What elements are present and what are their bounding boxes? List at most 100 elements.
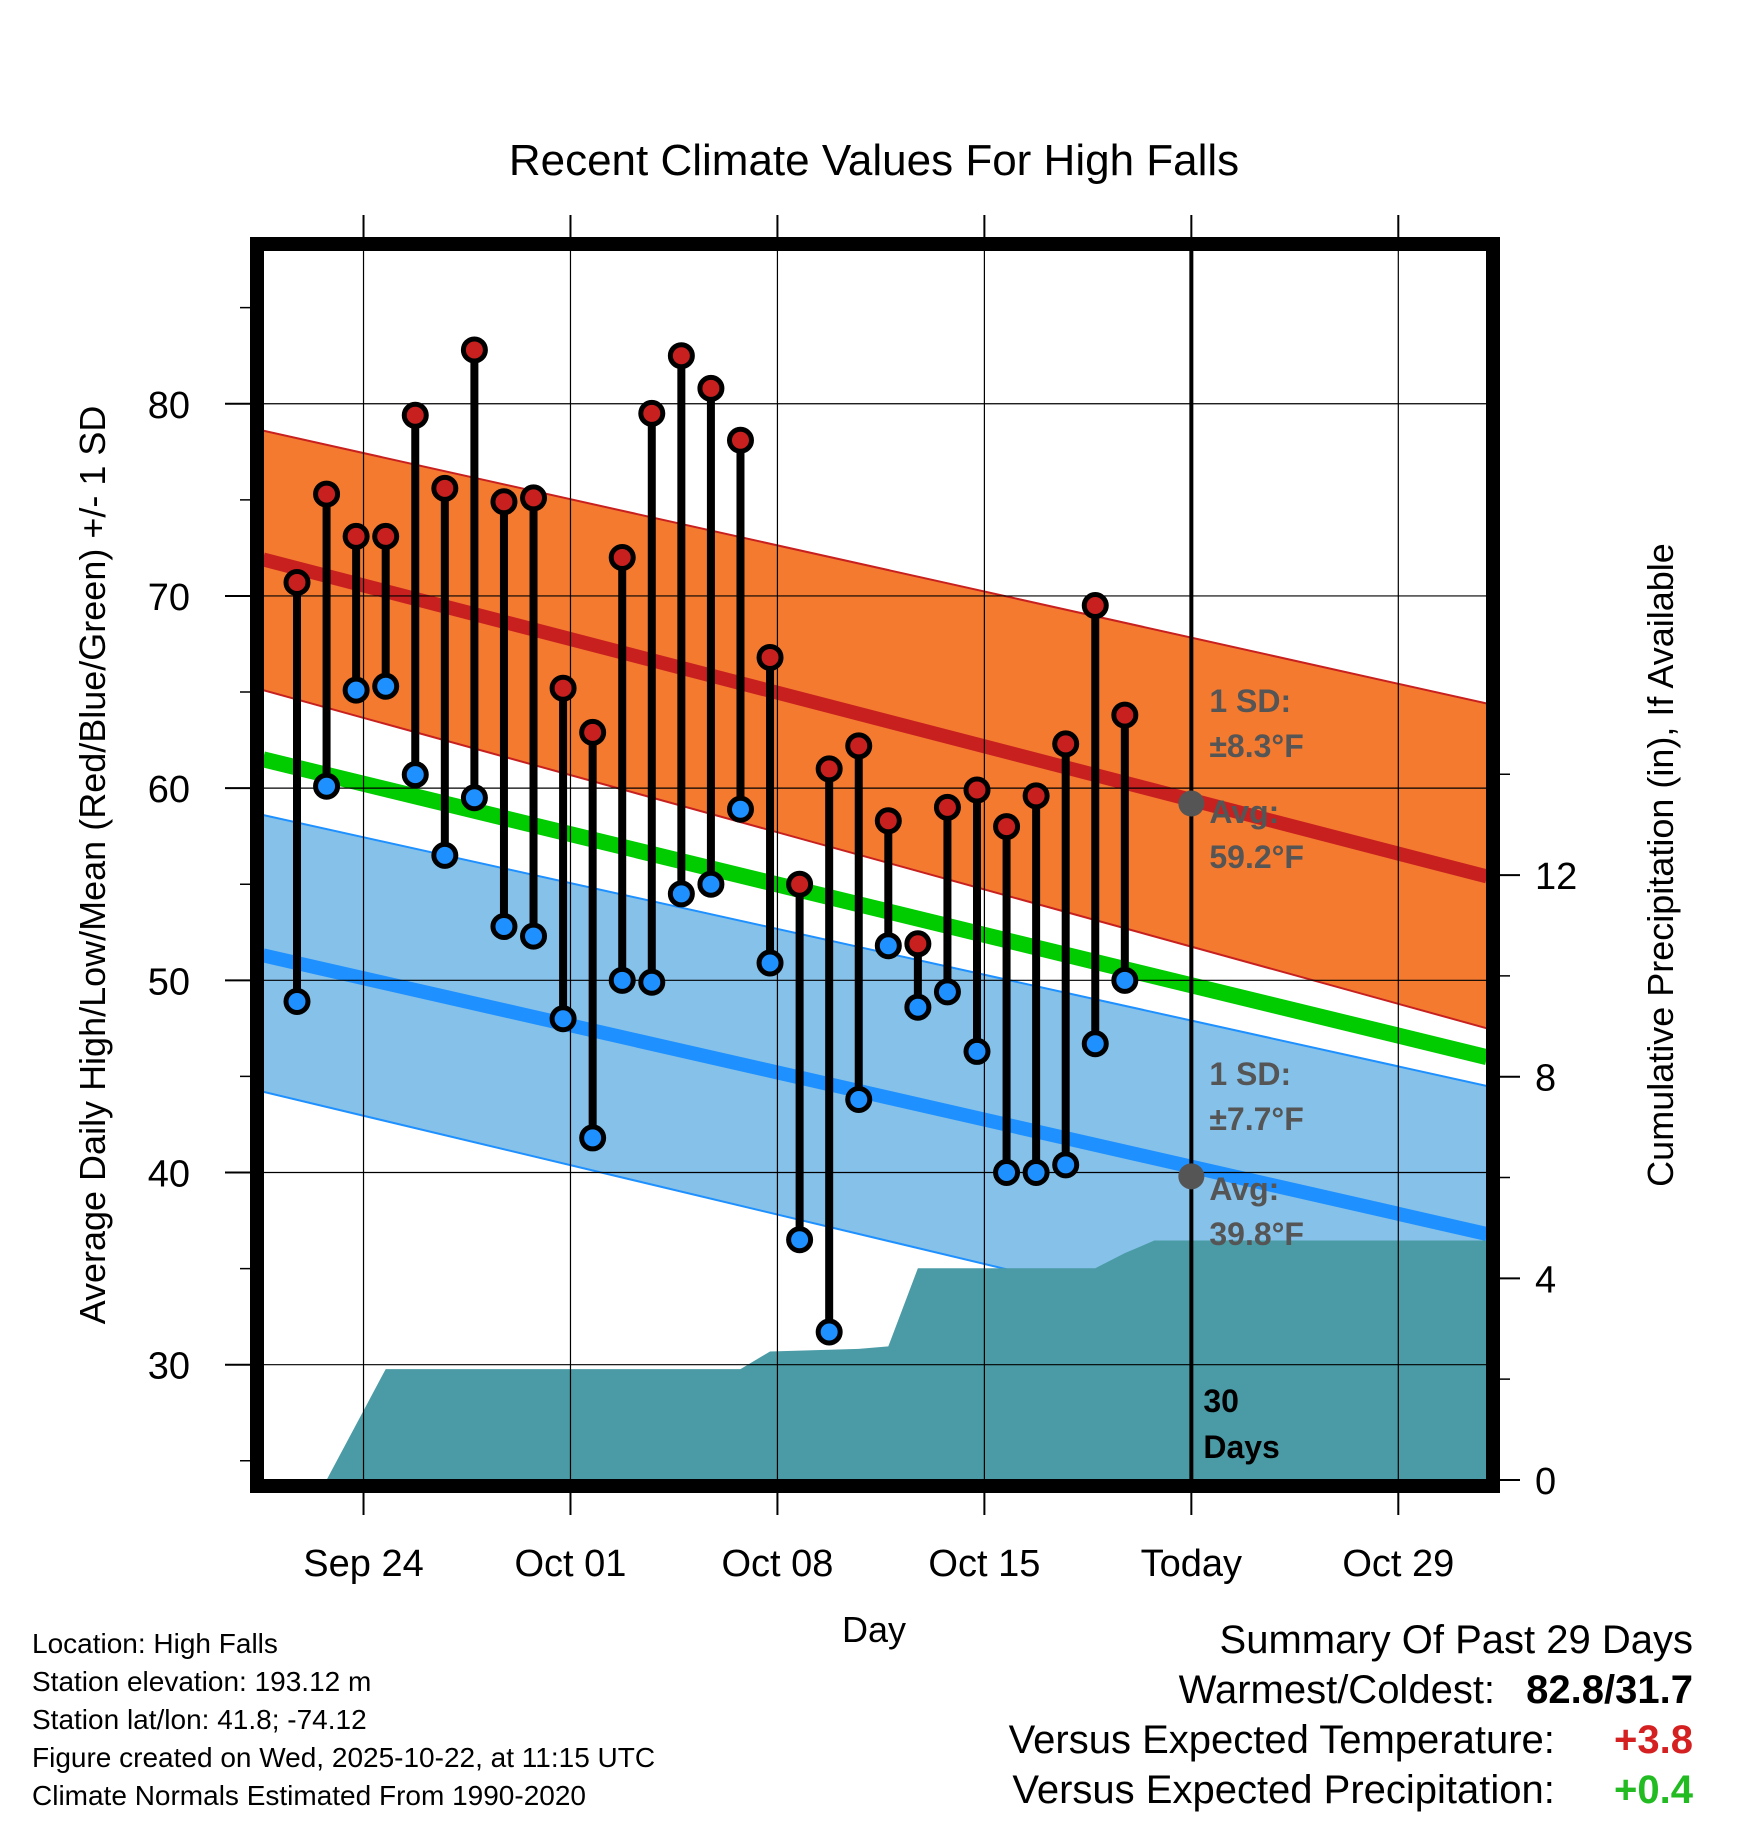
daily-high-point <box>490 488 518 516</box>
daily-low-point <box>815 1318 843 1346</box>
daily-high-point <box>786 870 814 898</box>
daily-low-point <box>1111 966 1139 994</box>
high-normal-line <box>263 552 1487 884</box>
x-tick-label: Oct 15 <box>928 1543 1040 1585</box>
daily-low-point <box>490 913 518 940</box>
y-tick-label-right: 0 <box>1535 1461 1556 1503</box>
daily-high-point <box>756 643 784 671</box>
daily-low-point <box>638 968 666 996</box>
y-tick-label-left: 70 <box>148 577 190 619</box>
y-tick-label-left: 40 <box>148 1154 190 1196</box>
daily-high-point <box>697 374 725 402</box>
x-tick-label: Sep 24 <box>303 1543 423 1585</box>
daily-high-point <box>431 474 459 502</box>
today-low-avg-marker <box>1178 1163 1205 1190</box>
daily-low-point <box>1052 1151 1080 1179</box>
daily-low-point <box>845 1085 873 1113</box>
y-axis-title-right: Cumulative Precipitation (in), If Availa… <box>1640 543 1681 1187</box>
daily-high-point <box>933 793 961 821</box>
daily-low-point <box>993 1159 1021 1186</box>
x-axis-title: Day <box>842 1609 906 1650</box>
daily-low-point <box>786 1226 814 1254</box>
daily-high-point <box>726 426 754 454</box>
y-tick-label-left: 50 <box>148 961 190 1003</box>
x-tick-label: Oct 29 <box>1342 1543 1454 1585</box>
daily-low-point <box>756 949 784 977</box>
low-avg-label: Avg: <box>1209 1171 1279 1207</box>
daily-low-point <box>933 978 961 1006</box>
daily-high-point <box>1052 730 1080 758</box>
daily-high-point <box>549 674 577 702</box>
y-tick-label-left: 60 <box>148 769 190 811</box>
daily-low-point <box>401 761 429 789</box>
summary-precip: Versus Expected Precipitation: +0.4 <box>1012 1768 1693 1813</box>
daily-high-point <box>874 807 902 835</box>
axes: Sep 24 Oct 01 Oct 08 Oct 15 Today Oct 2930405… <box>148 215 1577 1585</box>
meta-created: Figure created on Wed, 2025-10-22, at 11… <box>32 1742 656 1773</box>
summary-temp: Versus Expected Temperature: +3.8 <box>1009 1718 1693 1763</box>
temp-anomaly: +3.8 <box>1614 1718 1693 1762</box>
x-tick-label: Oct 08 <box>721 1543 833 1585</box>
y-tick-label-left: 80 <box>148 385 190 427</box>
daily-high-point <box>520 484 548 512</box>
precipitation-area <box>326 1240 1487 1480</box>
meta-location: Location: High Falls <box>32 1628 278 1659</box>
daily-low-point <box>372 672 400 700</box>
daily-high-point <box>1022 782 1050 810</box>
daily-high-point <box>963 776 991 804</box>
daily-high-point <box>638 399 666 427</box>
summary-title: Summary Of Past 29 Days <box>1219 1618 1693 1662</box>
chart-title: Recent Climate Values For High Falls <box>509 136 1239 185</box>
temp-label: Versus Expected Temperature: <box>1008 1718 1555 1762</box>
high-avg-label: Avg: <box>1209 794 1279 830</box>
y-tick-label-right: 4 <box>1535 1259 1556 1301</box>
daily-high-point <box>904 930 932 958</box>
window-days-number: 30 <box>1203 1383 1239 1419</box>
daily-high-point <box>993 813 1021 841</box>
meta-normals: Climate Normals Estimated From 1990-2020 <box>32 1780 586 1811</box>
low-normal-line <box>263 948 1487 1241</box>
daily-low-point <box>697 870 725 898</box>
high-sd-label: 1 SD: <box>1209 683 1291 719</box>
plot-area <box>263 429 1487 1480</box>
daily-high-point <box>342 522 370 550</box>
warm-cold-label: Warmest/Coldest: <box>1178 1668 1496 1712</box>
high-avg-value: 59.2°F <box>1209 839 1304 875</box>
daily-high-point <box>667 342 695 370</box>
daily-low-point <box>460 784 488 812</box>
daily-low-point <box>431 841 459 869</box>
daily-low-point <box>1081 1030 1109 1058</box>
daily-high-point <box>845 732 873 760</box>
daily-ranges <box>283 336 1139 1346</box>
daily-low-point <box>904 993 932 1021</box>
x-tick-label: Oct 01 <box>515 1543 627 1585</box>
daily-high-point <box>401 401 429 429</box>
precip-label: Versus Expected Precipitation: <box>1012 1768 1555 1812</box>
x-tick-label: Today <box>1141 1543 1242 1585</box>
daily-high-point <box>460 336 488 364</box>
warm-cold-value: 82.8/31.7 <box>1526 1668 1693 1712</box>
meta-latlon: Station lat/lon: 41.8; -74.12 <box>32 1704 367 1735</box>
daily-low-point <box>549 1005 577 1033</box>
plot-frame <box>250 237 1500 1493</box>
today-high-avg-marker <box>1178 790 1205 817</box>
daily-low-point <box>726 795 754 823</box>
meta-elevation: Station elevation: 193.12 m <box>32 1666 372 1697</box>
window-days-unit: Days <box>1203 1429 1280 1465</box>
daily-low-point <box>963 1037 991 1065</box>
y-tick-label-left: 30 <box>148 1346 190 1388</box>
y-axis-title-left: Average Daily High/Low/Mean (Red/Blue/Gr… <box>72 406 113 1325</box>
daily-low-point <box>667 880 695 908</box>
high-sd-value: ±8.3°F <box>1209 728 1303 764</box>
daily-low-point <box>520 922 548 950</box>
daily-low-point <box>874 932 902 960</box>
annotations: 1 SD: ±8.3°F Avg: 59.2°F 1 SD: ±7.7°F Avg: 39.8… <box>1178 683 1304 1465</box>
daily-high-point <box>372 522 400 550</box>
daily-low-point <box>1022 1159 1050 1186</box>
high-sd-band <box>263 429 1487 1030</box>
daily-low-point <box>342 676 370 704</box>
y-tick-label-right: 12 <box>1535 856 1577 898</box>
precip-anomaly: +0.4 <box>1614 1768 1693 1812</box>
daily-high-point <box>608 544 636 571</box>
